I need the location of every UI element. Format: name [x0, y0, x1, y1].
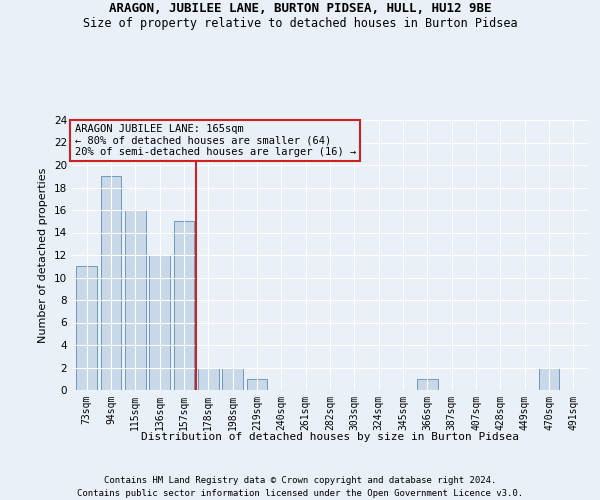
Text: ARAGON JUBILEE LANE: 165sqm
← 80% of detached houses are smaller (64)
20% of sem: ARAGON JUBILEE LANE: 165sqm ← 80% of det…	[74, 124, 356, 157]
Bar	[417, 379, 438, 390]
Text: Distribution of detached houses by size in Burton Pidsea: Distribution of detached houses by size …	[141, 432, 519, 442]
Bar	[125, 210, 146, 390]
Bar	[173, 221, 194, 390]
Bar	[198, 368, 218, 390]
Bar	[222, 368, 243, 390]
Y-axis label: Number of detached properties: Number of detached properties	[38, 168, 49, 342]
Bar	[247, 379, 268, 390]
Text: Size of property relative to detached houses in Burton Pidsea: Size of property relative to detached ho…	[83, 18, 517, 30]
Bar	[76, 266, 97, 390]
Text: Contains HM Land Registry data © Crown copyright and database right 2024.
Contai: Contains HM Land Registry data © Crown c…	[77, 476, 523, 498]
Text: ARAGON, JUBILEE LANE, BURTON PIDSEA, HULL, HU12 9BE: ARAGON, JUBILEE LANE, BURTON PIDSEA, HUL…	[109, 2, 491, 16]
Bar	[101, 176, 121, 390]
Bar	[539, 368, 559, 390]
Bar	[149, 255, 170, 390]
